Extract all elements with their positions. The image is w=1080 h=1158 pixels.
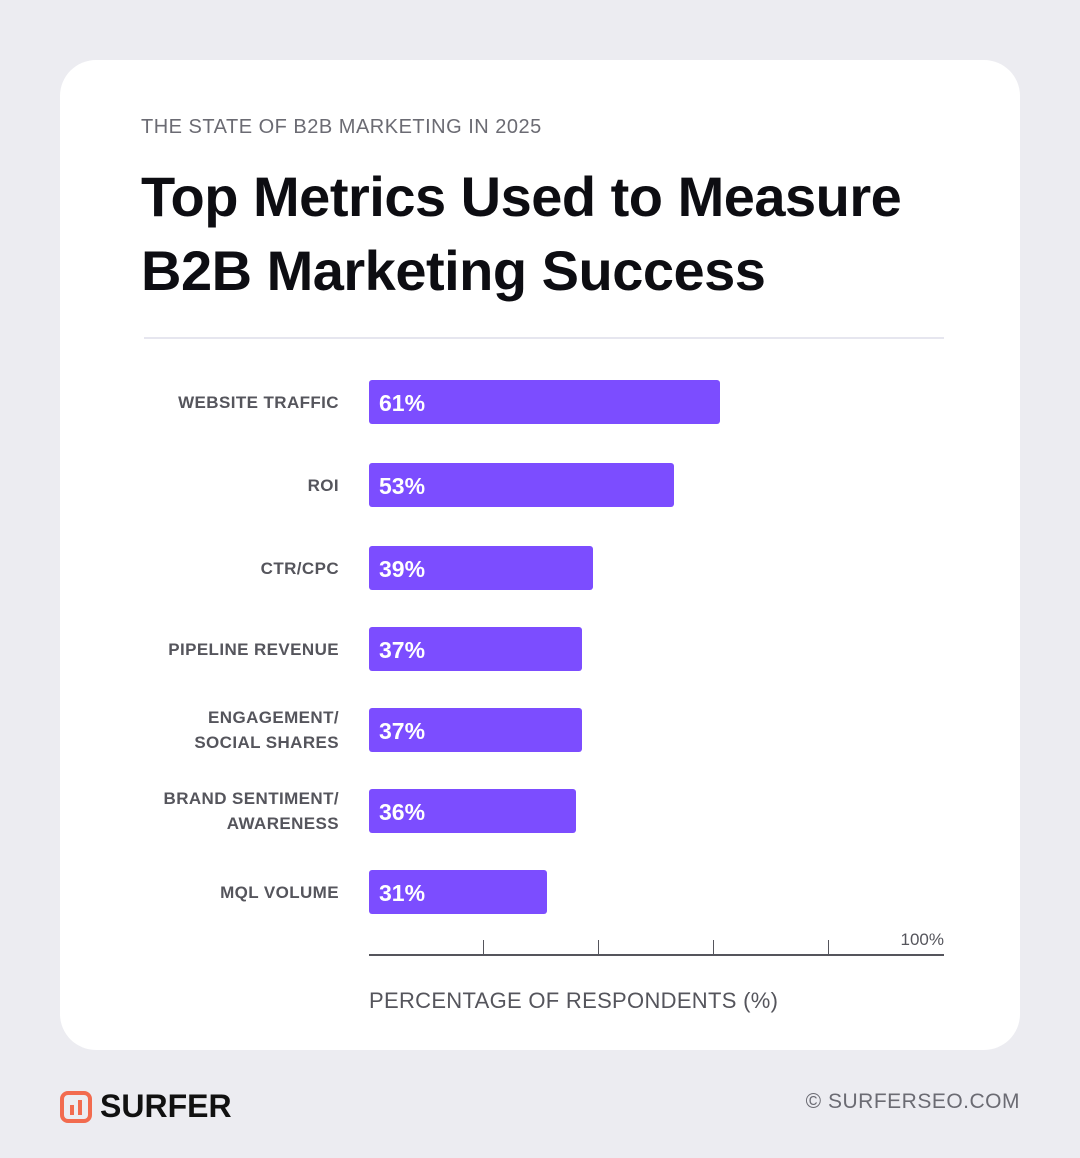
brand-name: SURFER	[100, 1088, 232, 1124]
category-label: BRAND SENTIMENT/ AWARENESS	[163, 789, 339, 833]
bar: 37%	[369, 627, 582, 671]
x-tick	[483, 940, 484, 955]
bar: 36%	[369, 789, 576, 833]
category-label: ENGAGEMENT/ SOCIAL SHARES	[194, 708, 339, 752]
bar: 39%	[369, 546, 594, 590]
data-label: 36%	[379, 799, 426, 825]
data-label: 61%	[379, 390, 426, 416]
surfer-logo: SURFER	[60, 1088, 232, 1125]
bar: 53%	[369, 463, 674, 507]
x-tick	[713, 940, 714, 955]
category-label: MQL VOLUME	[220, 883, 339, 902]
surfer-logo-icon	[60, 1090, 92, 1123]
bar: 31%	[369, 870, 548, 914]
data-label: 53%	[379, 473, 426, 499]
category-label: ROI	[307, 476, 339, 495]
category-label: CTR/CPC	[260, 559, 339, 578]
x-tick	[598, 940, 599, 955]
x-tick-label-100: 100%	[900, 930, 944, 949]
x-axis-label: PERCENTAGE OF RESPONDENTS (%)	[369, 988, 779, 1013]
chart-title: Top Metrics Used to Measure B2B Marketin…	[141, 165, 902, 302]
data-label: 37%	[379, 718, 426, 744]
category-label: WEBSITE TRAFFIC	[178, 393, 339, 412]
bar: 37%	[369, 708, 582, 752]
data-label: 37%	[379, 637, 426, 663]
x-axis	[369, 954, 944, 956]
data-label: 31%	[379, 880, 426, 906]
data-label: 39%	[379, 556, 426, 582]
bar: 61%	[369, 380, 720, 424]
site-url: © SURFERSEO.COM	[805, 1090, 1020, 1113]
category-label: PIPELINE REVENUE	[168, 640, 339, 659]
eyebrow: THE STATE OF B2B MARKETING IN 2025	[141, 116, 542, 138]
x-tick	[828, 940, 829, 955]
divider	[144, 337, 944, 339]
